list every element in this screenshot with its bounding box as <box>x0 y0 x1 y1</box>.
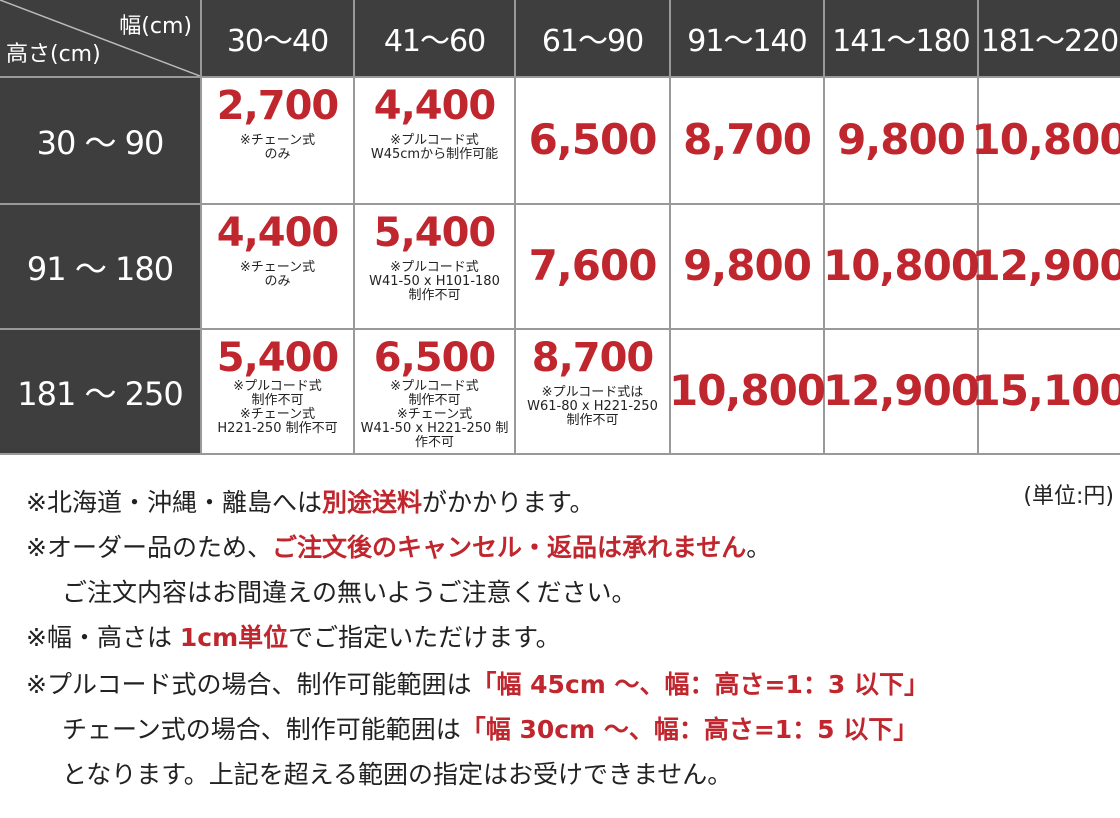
price-cell: 5,400 ※プルコード式 制作不可 ※チェーン式 H221-250 制作不可 <box>202 330 353 453</box>
note-line: ※北海道・沖縄・離島へは別途送料がかかります。 <box>26 483 594 519</box>
note-text: チェーン式の場合、制作可能範囲は <box>62 715 461 744</box>
emphasis-text: ご注文後のキャンセル・返品は承れません <box>271 533 747 562</box>
column-header: 30～40 <box>202 0 353 76</box>
note-text: 。 <box>746 533 772 562</box>
price-cell: 4,400 ※チェーン式 のみ <box>202 205 353 328</box>
price: 4,400 <box>373 83 497 129</box>
note-line: ※幅・高さは 1cm単位でご指定いただけます。 <box>26 618 561 654</box>
cell-note: W45cmから制作可能 <box>370 147 499 162</box>
price-cell: 12,900 <box>971 205 1120 328</box>
note-line: チェーン式の場合、制作可能範囲は「幅 30cm ～、幅：高さ=1：5 以下」 <box>62 710 918 746</box>
price-cell: 6,500 ※プルコード式 制作不可 ※チェーン式 W41-50 x H221-250 … <box>355 330 514 453</box>
price: 12,900 <box>822 365 980 415</box>
cell-note: のみ <box>264 274 291 289</box>
price: 4,400 <box>216 210 340 256</box>
cell-note: W41-50 x H221-250 制作不可 <box>360 421 509 450</box>
cell-note: W61-80 x H221-250 <box>527 399 658 414</box>
emphasis-text: 1cm単位 <box>179 623 289 652</box>
cell-note: ※チェーン式 <box>239 407 316 422</box>
cell-note: ※チェーン式 <box>396 407 473 422</box>
note-text: ご注文内容はお間違えの無いようご注意ください。 <box>62 578 637 607</box>
price: 6,500 <box>373 335 497 381</box>
column-header: 61～90 <box>516 0 669 76</box>
price-cell: 9,800 <box>825 78 977 203</box>
cell-note: H221-250 制作不可 <box>217 421 338 436</box>
price-cell: 10,800 <box>668 330 826 453</box>
price: 9,800 <box>837 114 966 164</box>
price: 10,800 <box>971 114 1120 164</box>
emphasis-text: 別途送料 <box>321 488 422 517</box>
note-text: ※オーダー品のため、 <box>26 533 272 562</box>
price-cell: 6,500 <box>516 78 669 203</box>
price: 15,100 <box>971 365 1120 415</box>
cell-note: 制作不可 <box>408 288 461 303</box>
price: 2,700 <box>216 83 340 129</box>
price-cell: 10,800 <box>822 205 980 328</box>
price-cell: 15,100 <box>971 330 1120 453</box>
row-header: 30 ～ 90 <box>0 78 200 203</box>
note-text: ※幅・高さは <box>26 623 180 652</box>
cell-note: 制作不可 <box>566 413 619 428</box>
price: 5,400 <box>373 210 497 256</box>
width-label: 幅(cm) <box>119 14 192 39</box>
price-cell: 4,400 ※プルコード式 W45cmから制作可能 <box>355 78 514 203</box>
column-header: 91～140 <box>671 0 823 76</box>
price: 7,600 <box>528 240 658 290</box>
price-cell: 9,800 <box>671 205 823 328</box>
price-table: 幅(cm) 高さ(cm) 30～40 41～60 61～90 91～140 141～18… <box>0 0 1120 455</box>
note-text: ※プルコード式の場合、制作可能範囲は <box>26 670 472 699</box>
price-cell: 7,600 <box>516 205 669 328</box>
price: 8,700 <box>683 114 812 164</box>
row-header: 91 ～ 180 <box>0 205 200 328</box>
price: 10,800 <box>668 365 826 415</box>
price: 5,400 <box>216 335 340 381</box>
note-text: ※北海道・沖縄・離島へは <box>26 488 322 517</box>
unit-label: (単位:円) <box>1023 484 1114 509</box>
cell-note: ※プルコード式 <box>233 379 322 394</box>
cell-note: ※プルコード式 <box>390 133 479 148</box>
cell-note: 制作不可 <box>408 393 461 408</box>
note-text: となります。上記を超える範囲の指定はお受けできません。 <box>62 760 733 789</box>
note-text: がかかります。 <box>421 488 595 517</box>
height-label: 高さ(cm) <box>6 42 101 67</box>
price-cell: 8,700 ※プルコード式は W61-80 x H221-250 制作不可 <box>516 330 669 453</box>
price-cell: 5,400 ※プルコード式 W41-50 x H101-180 制作不可 <box>355 205 514 328</box>
cell-note: ※チェーン式 <box>239 260 316 275</box>
note-text: でご指定いただけます。 <box>288 623 561 652</box>
corner-diagonal <box>0 0 200 76</box>
price-cell: 10,800 <box>971 78 1120 203</box>
column-header: 181～220 <box>979 0 1120 76</box>
price: 9,800 <box>683 240 812 290</box>
cell-note: のみ <box>264 147 291 162</box>
price-cell: 2,700 ※チェーン式 のみ <box>202 78 353 203</box>
column-header: 141～180 <box>825 0 977 76</box>
price-cell: 8,700 <box>671 78 823 203</box>
price-cell: 12,900 <box>822 330 980 453</box>
note-line: ご注文内容はお間違えの無いようご注意ください。 <box>62 573 637 609</box>
emphasis-text: 「幅 45cm ～、幅：高さ=1：3 以下」 <box>471 670 929 699</box>
corner-cell: 幅(cm) 高さ(cm) <box>0 0 200 76</box>
row-header: 181 ～ 250 <box>0 330 200 453</box>
note-line: ※オーダー品のため、ご注文後のキャンセル・返品は承れません。 <box>26 528 771 564</box>
cell-note: ※チェーン式 <box>239 133 316 148</box>
price: 10,800 <box>822 240 980 290</box>
emphasis-text: 「幅 30cm ～、幅：高さ=1：5 以下」 <box>460 715 919 744</box>
cell-note: ※プルコード式は <box>541 385 644 400</box>
price: 8,700 <box>531 335 655 381</box>
cell-note: ※プルコード式 <box>390 260 479 275</box>
cell-note: ※プルコード式 <box>390 379 479 394</box>
note-line: ※プルコード式の場合、制作可能範囲は「幅 45cm ～、幅：高さ=1：3 以下」 <box>26 665 929 701</box>
note-line: となります。上記を超える範囲の指定はお受けできません。 <box>62 755 732 791</box>
column-header: 41～60 <box>355 0 514 76</box>
cell-note: W41-50 x H101-180 <box>369 274 500 289</box>
cell-note: 制作不可 <box>251 393 304 408</box>
price: 6,500 <box>528 114 658 164</box>
price: 12,900 <box>971 240 1120 290</box>
